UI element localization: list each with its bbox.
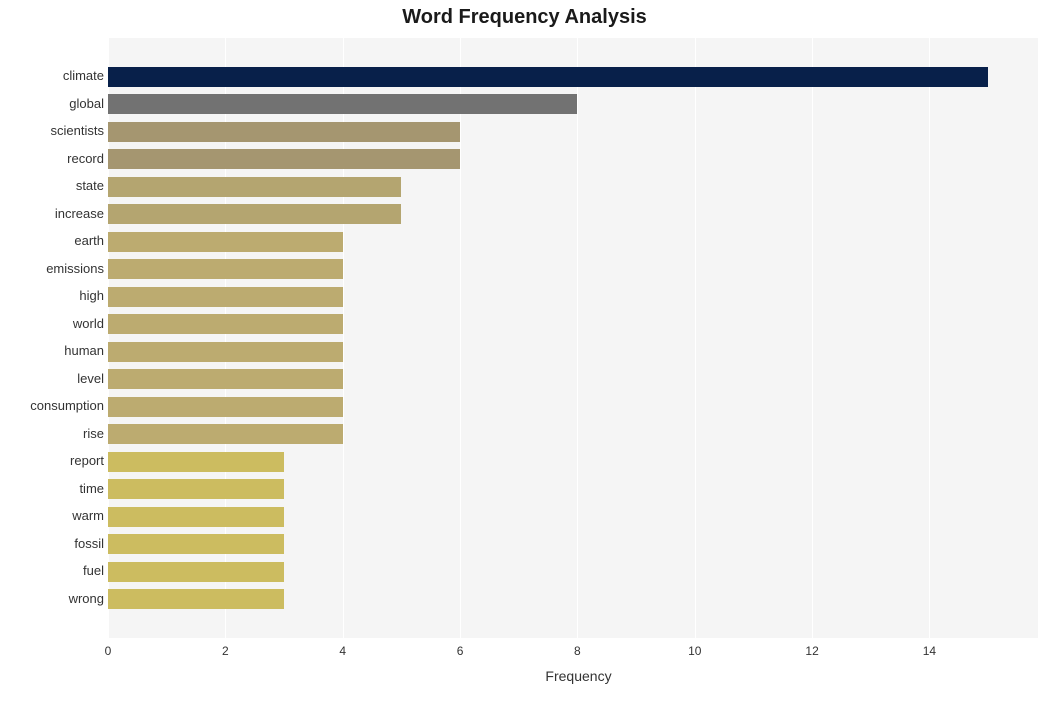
x-axis-label: Frequency xyxy=(54,668,1049,684)
y-tick-label: state xyxy=(4,178,104,193)
bar xyxy=(108,369,343,389)
x-tick-label: 4 xyxy=(339,644,346,658)
bar xyxy=(108,479,284,499)
y-tick-label: time xyxy=(4,481,104,496)
y-tick-label: consumption xyxy=(4,398,104,413)
y-tick-label: scientists xyxy=(4,123,104,138)
y-tick-label: rise xyxy=(4,426,104,441)
y-tick-label: world xyxy=(4,316,104,331)
bar xyxy=(108,232,343,252)
bar xyxy=(108,534,284,554)
plot-area xyxy=(108,38,1038,638)
bar xyxy=(108,122,460,142)
y-tick-label: record xyxy=(4,151,104,166)
bar xyxy=(108,342,343,362)
x-tick-label: 10 xyxy=(688,644,701,658)
y-tick-label: earth xyxy=(4,233,104,248)
bar xyxy=(108,397,343,417)
y-tick-label: climate xyxy=(4,68,104,83)
bar xyxy=(108,177,401,197)
bar xyxy=(108,562,284,582)
grid-line xyxy=(577,38,578,638)
chart-title: Word Frequency Analysis xyxy=(0,6,1049,29)
x-tick-label: 6 xyxy=(457,644,464,658)
y-tick-label: fossil xyxy=(4,536,104,551)
y-tick-label: emissions xyxy=(4,261,104,276)
bar xyxy=(108,452,284,472)
bar xyxy=(108,314,343,334)
y-tick-label: wrong xyxy=(4,591,104,606)
bar xyxy=(108,259,343,279)
bar xyxy=(108,204,401,224)
y-tick-label: warm xyxy=(4,508,104,523)
x-tick-label: 0 xyxy=(105,644,112,658)
grid-line xyxy=(929,38,930,638)
bar xyxy=(108,94,577,114)
bar xyxy=(108,507,284,527)
chart-container: Word Frequency Analysis climate global sci… xyxy=(0,0,1049,701)
bar xyxy=(108,424,343,444)
x-tick-label: 14 xyxy=(923,644,936,658)
y-tick-label: increase xyxy=(4,206,104,221)
grid-line xyxy=(812,38,813,638)
y-tick-label: fuel xyxy=(4,563,104,578)
grid-line xyxy=(460,38,461,638)
bar xyxy=(108,287,343,307)
bar xyxy=(108,149,460,169)
y-tick-label: level xyxy=(4,371,104,386)
y-tick-label: high xyxy=(4,288,104,303)
y-tick-label: report xyxy=(4,453,104,468)
x-tick-label: 12 xyxy=(805,644,818,658)
y-tick-label: human xyxy=(4,343,104,358)
grid-line xyxy=(695,38,696,638)
bar xyxy=(108,67,988,87)
x-tick-label: 2 xyxy=(222,644,229,658)
bar xyxy=(108,589,284,609)
x-tick-label: 8 xyxy=(574,644,581,658)
y-tick-label: global xyxy=(4,96,104,111)
